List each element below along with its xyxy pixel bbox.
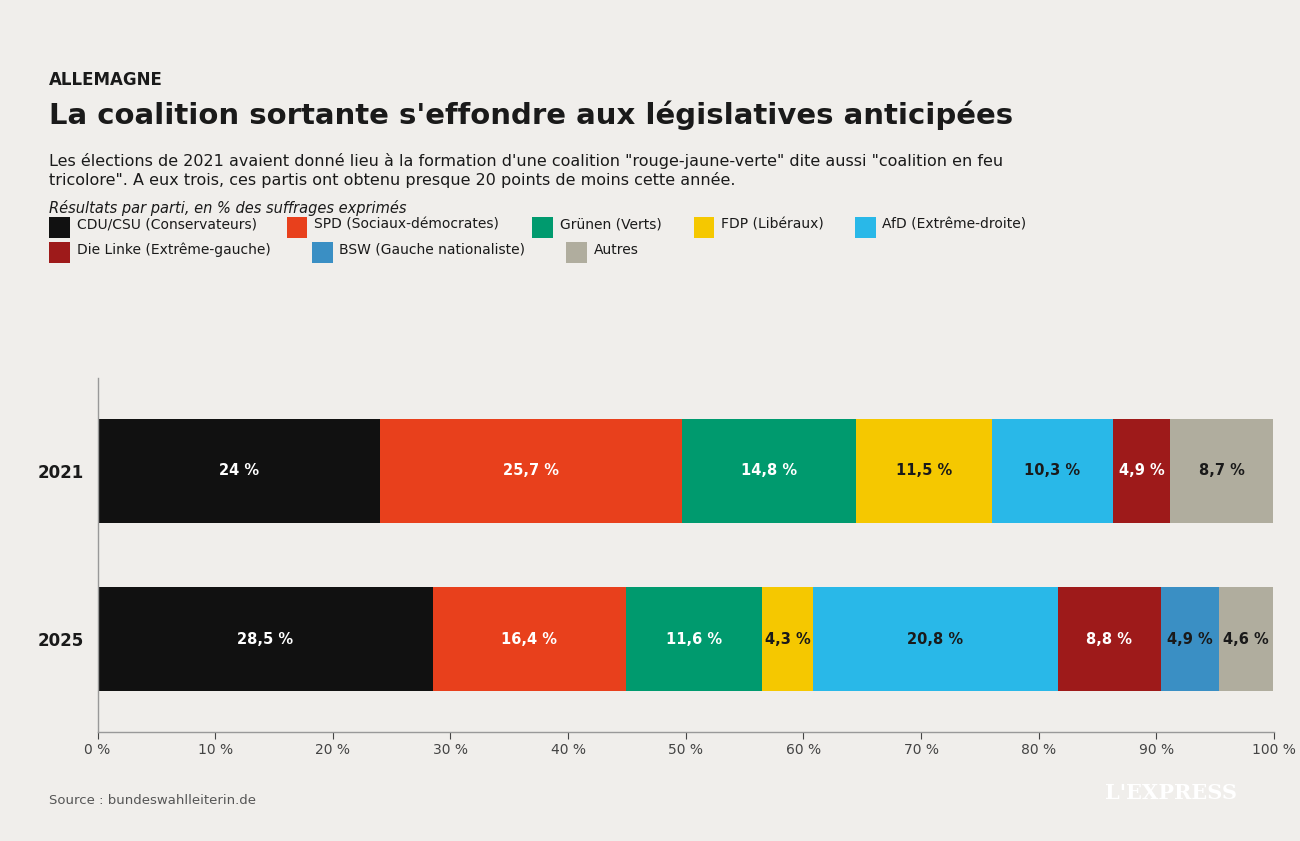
Text: Source : bundeswahlleiterin.de: Source : bundeswahlleiterin.de: [49, 795, 256, 807]
Text: 4,9 %: 4,9 %: [1167, 632, 1213, 647]
Bar: [1218, 587, 1273, 691]
Text: 8,7 %: 8,7 %: [1199, 463, 1244, 479]
Text: L'EXPRESS: L'EXPRESS: [1105, 783, 1236, 802]
Text: 4,6 %: 4,6 %: [1223, 632, 1269, 647]
Text: Autres: Autres: [593, 243, 638, 257]
Text: CDU/CSU (Conservateurs): CDU/CSU (Conservateurs): [77, 218, 256, 231]
Bar: [1057, 587, 1161, 691]
Text: 20,8 %: 20,8 %: [907, 632, 963, 647]
Bar: [380, 419, 682, 523]
Bar: [98, 587, 433, 691]
Text: FDP (Libéraux): FDP (Libéraux): [720, 218, 824, 231]
Text: 16,4 %: 16,4 %: [502, 632, 558, 647]
Text: 4,9 %: 4,9 %: [1119, 463, 1165, 479]
Text: 11,6 %: 11,6 %: [666, 632, 722, 647]
Bar: [433, 587, 625, 691]
Text: 8,8 %: 8,8 %: [1087, 632, 1132, 647]
Bar: [625, 587, 762, 691]
Bar: [98, 419, 380, 523]
Text: Grünen (Verts): Grünen (Verts): [559, 218, 662, 231]
Text: Die Linke (Extrême-gauche): Die Linke (Extrême-gauche): [77, 242, 270, 257]
Text: 25,7 %: 25,7 %: [503, 463, 559, 479]
Bar: [1170, 419, 1273, 523]
Text: Résultats par parti, en % des suffrages exprimés: Résultats par parti, en % des suffrages …: [49, 200, 407, 216]
Text: BSW (Gauche nationaliste): BSW (Gauche nationaliste): [339, 243, 525, 257]
Text: Les élections de 2021 avaient donné lieu à la formation d'une coalition "rouge-j: Les élections de 2021 avaient donné lieu…: [49, 153, 1004, 169]
Text: SPD (Sociaux-démocrates): SPD (Sociaux-démocrates): [315, 218, 499, 231]
Bar: [857, 419, 992, 523]
Text: ALLEMAGNE: ALLEMAGNE: [49, 71, 164, 89]
Text: 11,5 %: 11,5 %: [896, 463, 952, 479]
Bar: [992, 419, 1113, 523]
Text: 28,5 %: 28,5 %: [237, 632, 294, 647]
Text: 14,8 %: 14,8 %: [741, 463, 797, 479]
Text: 10,3 %: 10,3 %: [1024, 463, 1080, 479]
Bar: [682, 419, 857, 523]
Text: AfD (Extrême-droite): AfD (Extrême-droite): [881, 218, 1026, 231]
Text: tricolore". A eux trois, ces partis ont obtenu presque 20 points de moins cette : tricolore". A eux trois, ces partis ont …: [49, 172, 736, 188]
Bar: [1161, 587, 1218, 691]
Text: 24 %: 24 %: [218, 463, 259, 479]
Bar: [762, 587, 812, 691]
Bar: [812, 587, 1057, 691]
Bar: [1113, 419, 1170, 523]
Text: La coalition sortante s'effondre aux législatives anticipées: La coalition sortante s'effondre aux lég…: [49, 101, 1014, 130]
Text: 4,3 %: 4,3 %: [764, 632, 810, 647]
